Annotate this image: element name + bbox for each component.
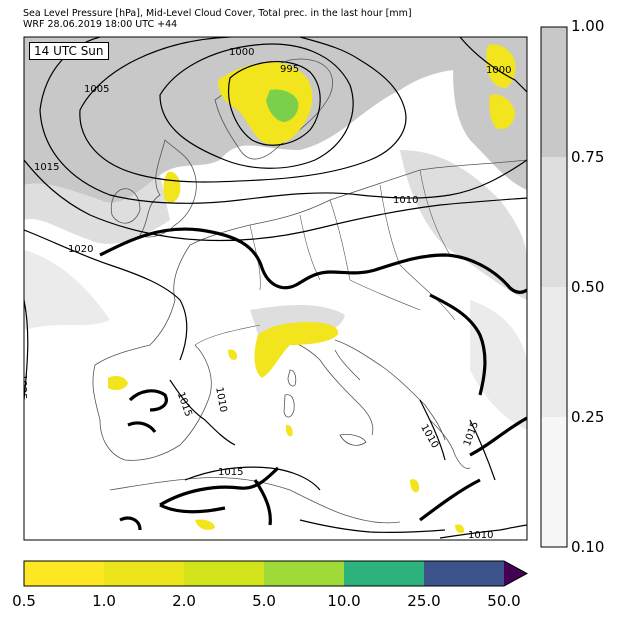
isobar-label: 1015: [218, 467, 243, 478]
precipitation-layer: [108, 44, 516, 534]
coastline-ireland: [110, 188, 141, 224]
isobar-label: 1010: [468, 530, 493, 541]
map-frame: [23, 36, 528, 541]
coastline-iberia: [92, 344, 212, 461]
coastline-continent-north: [189, 159, 527, 246]
isobar-1015-southeast: [299, 519, 446, 533]
isobar-label: 1005: [84, 84, 109, 95]
thick-contour-iberia-1: [128, 389, 168, 412]
precip-colorbar-segment: [184, 561, 264, 586]
isobar-label: 1025: [17, 374, 28, 399]
precip-colorbar-segment: [344, 561, 424, 586]
thick-contour-north: [99, 227, 527, 294]
isobar-label: 995: [280, 64, 299, 75]
coastlines-layer: [92, 58, 527, 524]
precip-tick-label: 2.0: [172, 592, 196, 610]
thick-contour-africa-west: [119, 516, 142, 531]
precip-iberia: [108, 375, 128, 391]
cloud-colorbar-frame: [540, 26, 568, 548]
isobar-1010-west: [39, 37, 527, 204]
precip-colorbar-segment: [104, 561, 184, 586]
isobar-label: 1000: [486, 65, 511, 76]
precip-tick-label: 50.0: [487, 592, 521, 610]
cloud-region-balkan: [470, 300, 527, 430]
precip-colorbar-extend-arrow: [504, 561, 527, 586]
isobar-1020: [24, 229, 188, 361]
precip-colorbar-segment: [24, 561, 104, 586]
isobar-label: 1010: [213, 386, 228, 413]
cloud-colorbar-segment: [541, 287, 567, 417]
coastline-britain: [139, 139, 197, 238]
cloud-tick-label: 0.10: [571, 538, 605, 556]
thick-contour-africa: [159, 466, 280, 526]
isobars-layer: [24, 37, 527, 539]
precip-tick-label: 10.0: [327, 592, 361, 610]
precip-central-spain: [228, 349, 238, 360]
precip-northeast-2: [489, 94, 515, 130]
precip-tick-label: 5.0: [252, 592, 276, 610]
coastline-greece: [429, 419, 471, 469]
precip-alps: [254, 322, 339, 378]
cloud-tick-label: 0.50: [571, 278, 605, 296]
cloud-region-northwest-light: [24, 175, 170, 244]
chart-subtitle: WRF 28.06.2019 18:00 UTC +44: [23, 19, 178, 30]
precip-tick-label: 25.0: [407, 592, 441, 610]
thick-contour-east: [429, 293, 487, 396]
isobar-label: 1015: [34, 162, 59, 173]
cloud-tick-label: 1.00: [571, 17, 605, 35]
coastline-africa: [109, 477, 401, 524]
chart-title: Sea Level Pressure [hPa], Mid-Level Clou…: [23, 8, 412, 19]
cloud-tick-label: 0.75: [571, 148, 605, 166]
precip-colorbar-segment: [424, 561, 504, 586]
isobar-label: 1000: [229, 47, 254, 58]
precip-colorbar-frame: [23, 560, 529, 587]
isobar-995: [228, 60, 321, 146]
coastline-france-west: [149, 244, 191, 346]
isobar-1000-ne: [459, 37, 527, 93]
cloud-colorbar-segment: [541, 417, 567, 547]
precip-balkan: [410, 479, 420, 493]
isobar-label: 1020: [68, 244, 93, 255]
precip-sardinia: [285, 424, 293, 437]
precip-southeast: [455, 524, 465, 534]
cloud-region-east: [400, 150, 527, 300]
precip-africa: [195, 519, 215, 530]
isobar-1000-low: [159, 43, 354, 169]
precip-scandinavia: [218, 62, 313, 145]
cloud-tick-label: 0.25: [571, 408, 605, 426]
isobar-1005: [79, 37, 407, 183]
cloud-colorbar: [540, 26, 568, 548]
coastline-italy: [289, 339, 374, 436]
isobar-1015-east: [469, 419, 496, 481]
precip-colorbar: [23, 560, 529, 587]
cloud-colorbar-segment: [541, 27, 567, 157]
isobar-1010-southeast: [439, 524, 527, 539]
precip-tick-label: 1.0: [92, 592, 116, 610]
isobar-1010-iberia: [169, 379, 236, 446]
time-label: 14 UTC Sun: [29, 42, 109, 60]
coastline-sicily: [339, 434, 367, 446]
thick-contour-iberia-2: [127, 421, 157, 434]
isobar-1015: [24, 159, 527, 242]
cloud-colorbar-segment: [541, 157, 567, 287]
coastline-adriatic: [334, 339, 446, 441]
precip-colorbar-segment: [264, 561, 344, 586]
precip-tick-label: 0.5: [12, 592, 36, 610]
coastline-sardinia: [283, 394, 295, 418]
isobar-1010-balkan: [419, 399, 446, 461]
precip-scandinavia-core: [266, 89, 299, 122]
isobar-1015-south: [184, 466, 321, 491]
coastline-corsica: [287, 369, 297, 387]
isobar-label: 1010: [393, 195, 418, 206]
thick-contour-southeast: [419, 416, 527, 522]
cloud-region-iberia: [24, 250, 110, 330]
isobar-1025: [24, 299, 29, 401]
